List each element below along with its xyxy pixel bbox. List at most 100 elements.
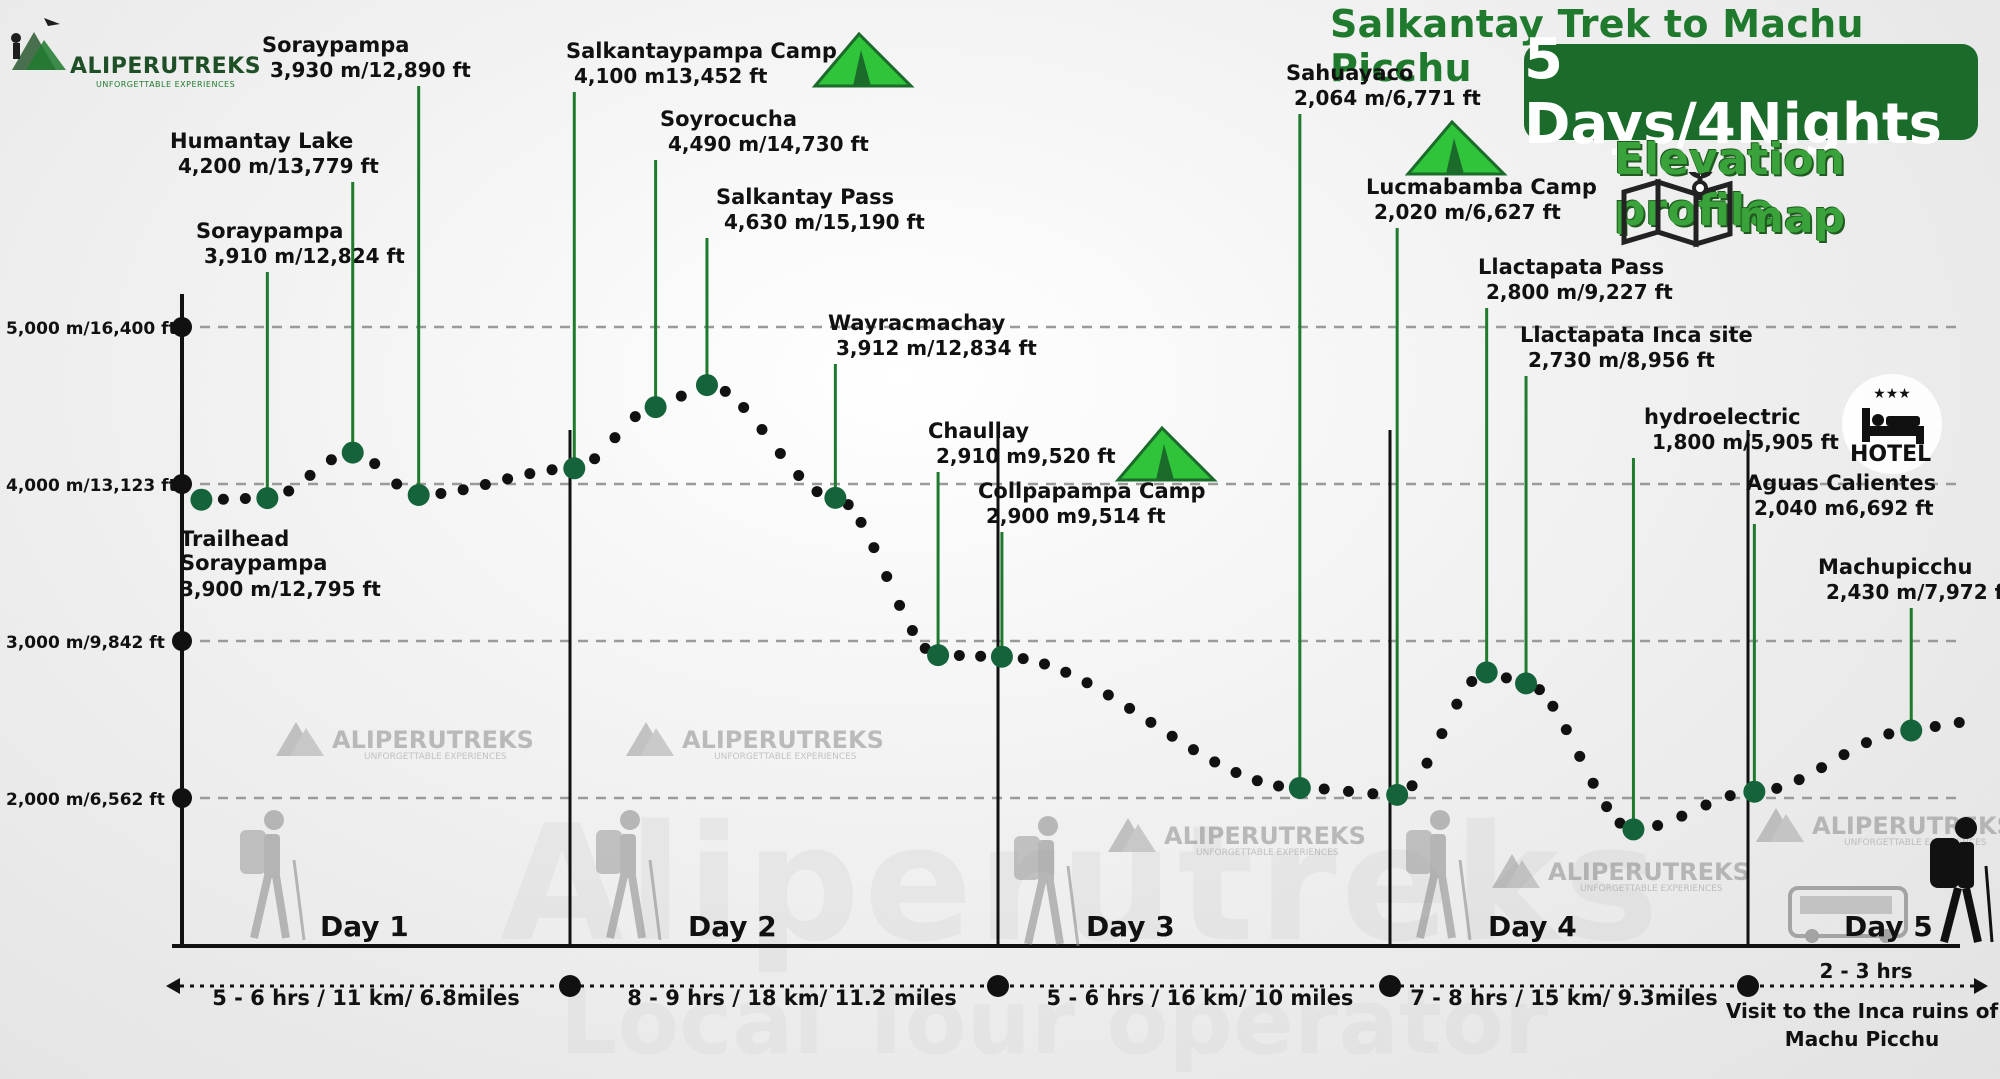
profile-dot (975, 650, 987, 662)
day-label: Day 2 (688, 910, 777, 943)
day-info: 2 - 3 hrs (1819, 959, 1912, 983)
profile-dot (1209, 756, 1221, 768)
hiker-logo-icon (11, 18, 66, 70)
profile-dot (1273, 780, 1285, 792)
profile-dot (502, 473, 514, 485)
profile-dot (953, 650, 965, 662)
waypoint-marker (824, 486, 847, 509)
waypoint-marker (695, 374, 718, 397)
waypoint-marker (1515, 672, 1538, 695)
profile-dot (391, 478, 403, 490)
profile-dot (756, 423, 768, 435)
brand-logo: ALIPERUTREKS UNFORGETTABLE EXPERIENCES (4, 10, 261, 90)
waypoint-name: Chaullay (928, 419, 1029, 443)
timeline-node (1379, 975, 1401, 997)
waypoint-altitude: 1,800 m/5,905 ft (1652, 430, 1839, 454)
hotel-label: HOTEL (1850, 442, 1932, 467)
y-tick-dot (172, 474, 192, 494)
day-info: 5 - 6 hrs / 16 km/ 10 miles (1047, 986, 1354, 1010)
hiker-logo-icon (626, 722, 674, 756)
waypoint-marker (407, 483, 430, 506)
profile-dot (1560, 724, 1572, 736)
day-label: Day 5 (1844, 910, 1933, 943)
subtitle-line-2: map (1738, 192, 1846, 243)
y-tick-label: 4,000 m/13,123 ft (6, 476, 177, 496)
profile-dot (325, 454, 337, 466)
waypoint-marker (256, 487, 279, 510)
profile-dot (906, 625, 918, 637)
hiker-icon (596, 810, 662, 941)
waypoint-name: Sahuayaco (1286, 61, 1413, 85)
profile-dot (1883, 728, 1895, 740)
waypoint-marker (1622, 818, 1645, 841)
watermark-logo: ALIPERUTREKS UNFORGETTABLE EXPERIENCES (1488, 836, 1750, 906)
y-tick-dot (172, 631, 192, 651)
watermark-brand: ALIPERUTREKS (332, 726, 534, 754)
timeline-arrow-left (166, 978, 180, 994)
profile-dot (811, 486, 823, 498)
profile-dot (1145, 716, 1157, 728)
y-tick-label: 3,000 m/9,842 ft (6, 633, 165, 653)
profile-dot (868, 542, 880, 554)
waypoint-altitude: 4,630 m/15,190 ft (724, 210, 925, 234)
profile-dot (1060, 666, 1072, 678)
profile-dot (609, 432, 621, 444)
profile-dot (1676, 810, 1688, 822)
profile-dot (675, 390, 687, 402)
profile-dot (1953, 716, 1965, 728)
watermark-logo: ALIPERUTREKS UNFORGETTABLE EXPERIENCES (622, 704, 884, 774)
waypoint-marker (1475, 661, 1498, 684)
tent-door (1446, 138, 1464, 174)
hotel-bed-icon: ★★★ (1842, 374, 1942, 474)
brand-name: ALIPERUTREKS (70, 54, 262, 79)
day-info: 5 - 6 hrs / 11 km/ 6.8miles (212, 986, 520, 1010)
profile-dot (1187, 744, 1199, 756)
profile-dot (283, 485, 295, 497)
waypoint-name: Wayracmachay (828, 311, 1006, 335)
profile-dot (1793, 774, 1805, 786)
profile-dot (629, 411, 641, 423)
profile-dot (1860, 737, 1872, 749)
profile-dot (457, 484, 469, 496)
waypoint-name: Soyrocucha (660, 107, 797, 131)
profile-dot (435, 488, 447, 500)
waypoint-name: Soraypampa (262, 33, 409, 57)
profile-dot (524, 468, 536, 480)
watermark-brand: ALIPERUTREKS (1548, 858, 1750, 886)
profile-dot (369, 458, 381, 470)
waypoint-marker (563, 457, 586, 480)
profile-dot (1547, 700, 1559, 712)
watermark-brand: ALIPERUTREKS (682, 726, 884, 754)
waypoint-altitude: 3,900 m/12,795 ft (180, 577, 381, 601)
waypoint-name: Llactapata Pass (1478, 255, 1664, 279)
profile-dot (217, 493, 229, 505)
y-tick-dot (172, 788, 192, 808)
waypoint-marker (1743, 780, 1766, 803)
day-info: Machu Picchu (1785, 1027, 1939, 1051)
map-pin-icon (1621, 172, 1733, 248)
watermark-logo: ALIPERUTREKS UNFORGETTABLE EXPERIENCES (1104, 800, 1366, 870)
waypoint-marker (341, 441, 364, 464)
waypoint-altitude: 2,730 m/8,956 ft (1528, 348, 1715, 372)
watermark-tagline: UNFORGETTABLE EXPERIENCES (1196, 848, 1339, 858)
waypoint-altitude: 3,930 m/12,890 ft (270, 58, 471, 82)
profile-dot (239, 493, 251, 505)
waypoint-altitude: 4,490 m/14,730 ft (668, 132, 869, 156)
waypoint-marker (1386, 783, 1409, 806)
profile-dot (855, 516, 867, 528)
profile-dot (1038, 658, 1050, 670)
profile-dot (1816, 762, 1828, 774)
day-info: 8 - 9 hrs / 18 km/ 11.2 miles (627, 986, 956, 1010)
hiker-icon (1014, 816, 1080, 947)
waypoint-name: hydroelectric (1644, 405, 1801, 429)
waypoint-marker (1288, 776, 1311, 799)
profile-dot (1929, 720, 1941, 732)
profile-dot (1124, 702, 1136, 714)
waypoint-name: Salkantay Pass (716, 185, 894, 209)
profile-dot (1533, 684, 1545, 696)
profile-dot (738, 401, 750, 413)
profile-dot (1466, 675, 1478, 687)
profile-dot (1771, 782, 1783, 794)
profile-dot (1700, 799, 1712, 811)
